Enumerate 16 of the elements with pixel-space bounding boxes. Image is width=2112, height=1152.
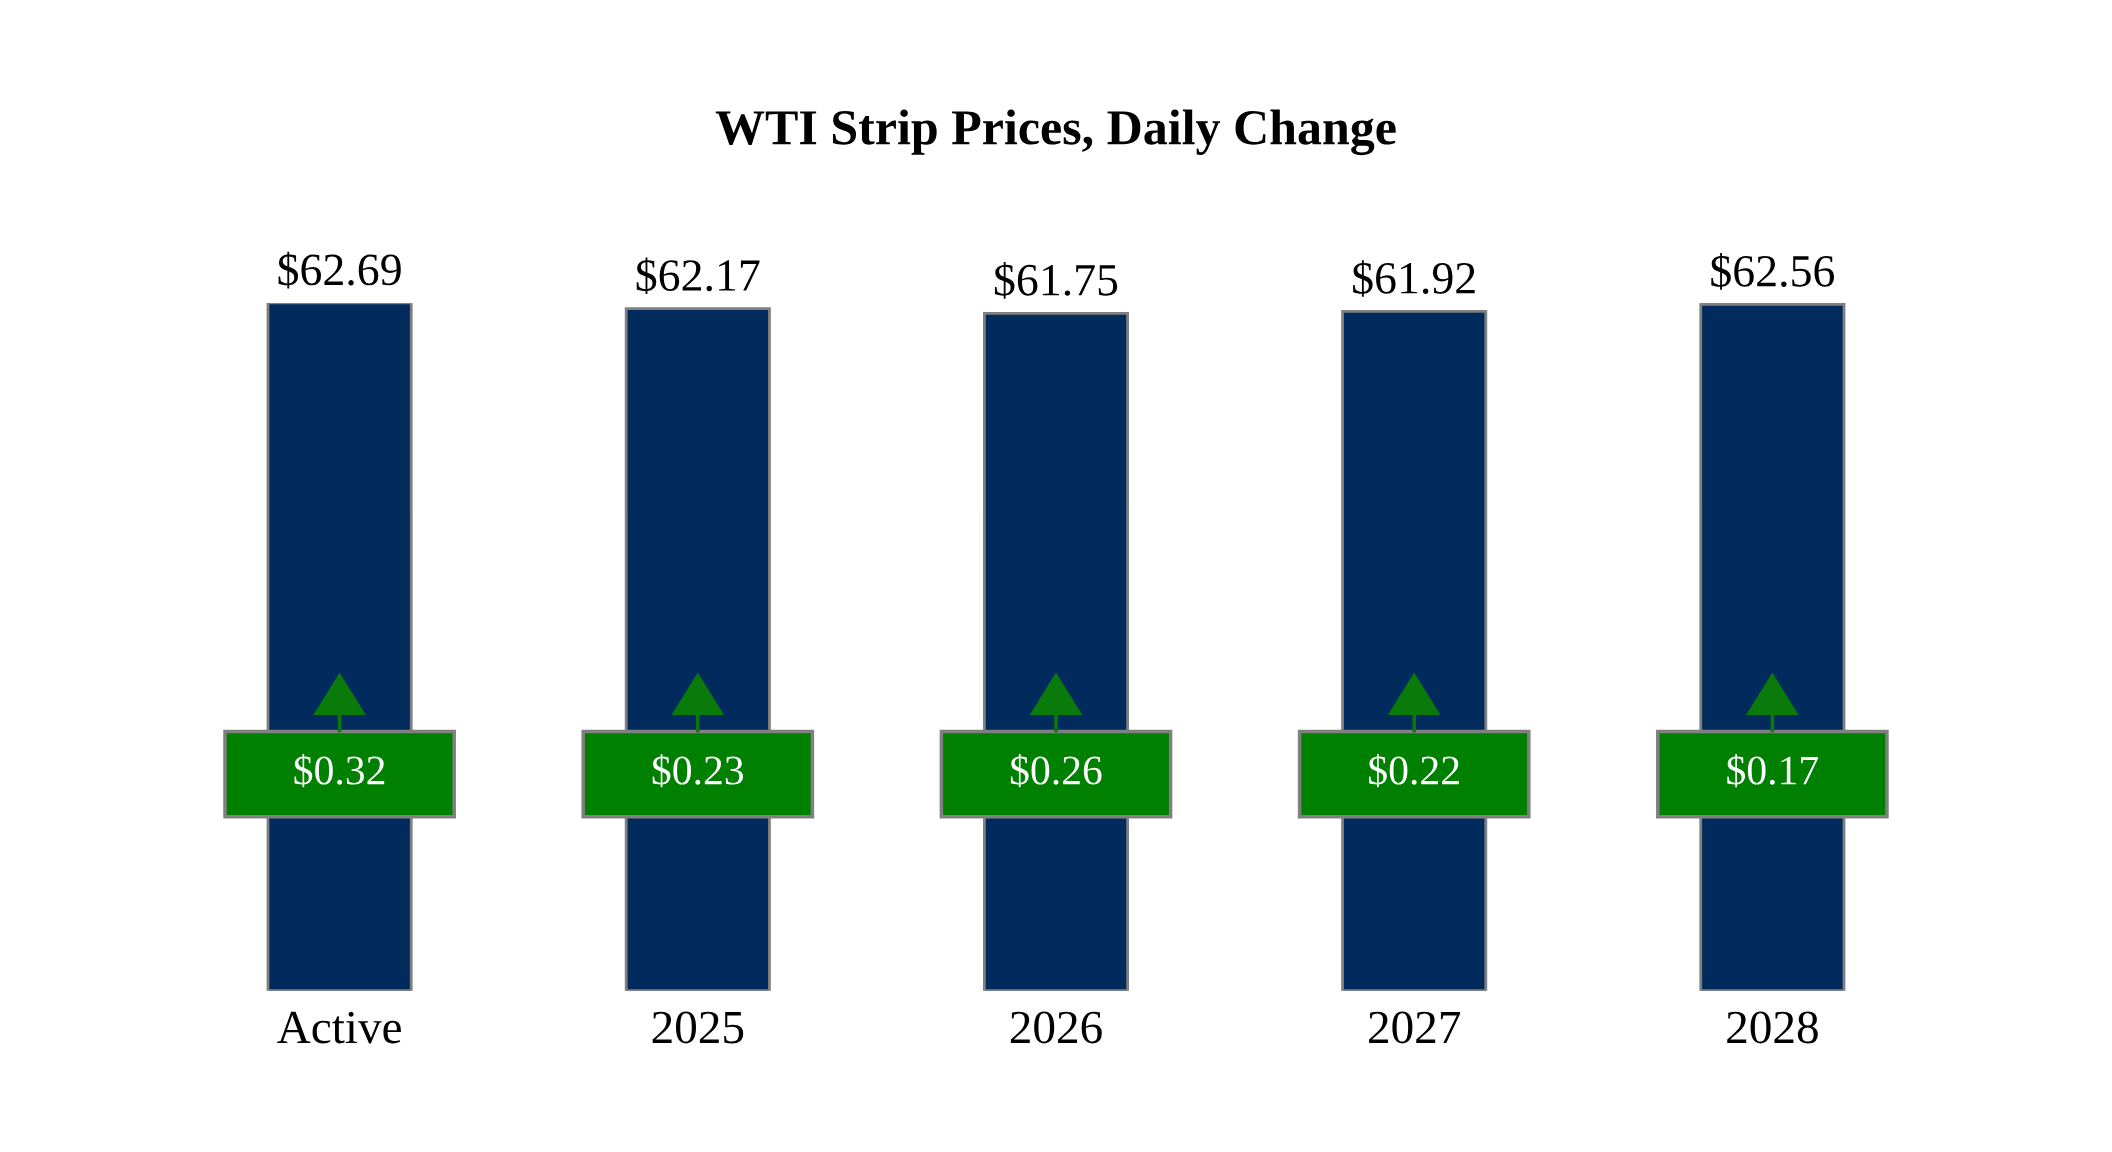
data-label: $61.75 bbox=[994, 262, 1118, 299]
x-tick-label: 2026 bbox=[1010, 1011, 1102, 1044]
x-tick-label: 2028 bbox=[1727, 1011, 1818, 1044]
data-label: $62.56 bbox=[1711, 253, 1835, 290]
data-label: $62.17 bbox=[636, 257, 760, 295]
data-label: $61.92 bbox=[1353, 260, 1475, 297]
chart-title: WTI Strip Prices, Daily Change bbox=[715, 109, 1396, 156]
annotation: $0.22 bbox=[1369, 753, 1459, 788]
annotation: $0.32 bbox=[294, 753, 385, 788]
x-tick-label: 2025 bbox=[652, 1011, 744, 1044]
annotation: $0.17 bbox=[1727, 753, 1819, 788]
x-tick-label: 2027 bbox=[1369, 1011, 1461, 1044]
annotation: $0.26 bbox=[1010, 753, 1102, 788]
data-label: $62.69 bbox=[278, 251, 401, 289]
annotation: $0.23 bbox=[652, 753, 744, 788]
x-tick-label: Active bbox=[277, 1011, 401, 1044]
